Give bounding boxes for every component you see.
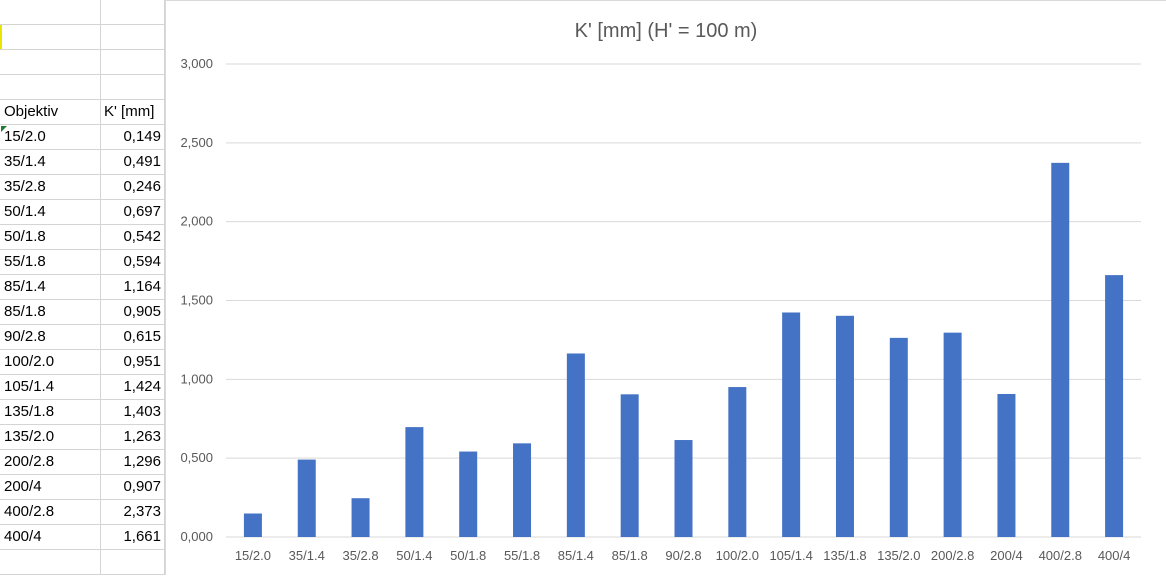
x-tick-label: 400/2.8 bbox=[1039, 548, 1082, 563]
bar[interactable] bbox=[674, 440, 693, 537]
cell-objektiv[interactable]: 50/1.8 bbox=[0, 225, 101, 250]
bar[interactable] bbox=[351, 498, 370, 537]
x-tick-label: 90/2.8 bbox=[665, 548, 701, 563]
cell-k-value[interactable]: 0,246 bbox=[101, 175, 165, 200]
bar[interactable] bbox=[405, 427, 424, 537]
y-tick-label: 0,500 bbox=[180, 450, 213, 465]
bar[interactable] bbox=[566, 353, 585, 537]
cell-k-value[interactable]: 0,907 bbox=[101, 475, 165, 500]
x-tick-label: 100/2.0 bbox=[716, 548, 759, 563]
cell-k-value[interactable]: 0,905 bbox=[101, 300, 165, 325]
cell-objektiv[interactable]: 135/1.8 bbox=[0, 400, 101, 425]
spreadsheet-grid: Objektiv K' [mm] 15/2.0 0,149 35/1.4 0,491 3… bbox=[0, 0, 165, 575]
cell-k-value[interactable]: 0,951 bbox=[101, 350, 165, 375]
cell-objektiv[interactable]: 100/2.0 bbox=[0, 350, 101, 375]
cell-objektiv[interactable]: 200/2.8 bbox=[0, 450, 101, 475]
y-tick-label: 1,500 bbox=[180, 293, 213, 308]
bar[interactable] bbox=[620, 394, 639, 537]
cell-k-value[interactable]: 1,424 bbox=[101, 375, 165, 400]
cell-objektiv[interactable]: 105/1.4 bbox=[0, 375, 101, 400]
x-tick-label: 105/1.4 bbox=[769, 548, 812, 563]
cell-k-value[interactable]: 1,263 bbox=[101, 425, 165, 450]
cell-k-value[interactable]: 1,403 bbox=[101, 400, 165, 425]
cell-b3[interactable] bbox=[101, 50, 165, 75]
bar[interactable] bbox=[297, 459, 316, 537]
cell-a4[interactable] bbox=[0, 75, 101, 100]
cell-a3[interactable] bbox=[0, 50, 101, 75]
x-tick-label: 85/1.8 bbox=[612, 548, 648, 563]
cell-k-value[interactable]: 0,149 bbox=[101, 125, 165, 150]
bar[interactable] bbox=[997, 393, 1016, 537]
cell-objektiv[interactable]: 50/1.4 bbox=[0, 200, 101, 225]
cell-objektiv[interactable]: 85/1.8 bbox=[0, 300, 101, 325]
bar[interactable] bbox=[782, 312, 801, 537]
cell-a2[interactable] bbox=[0, 25, 101, 50]
cell-k-value[interactable]: 1,661 bbox=[101, 525, 165, 550]
x-tick-label: 400/4 bbox=[1098, 548, 1131, 563]
chart-area[interactable]: K' [mm] (H' = 100 m) 0,000 0,500 1,000 1,50… bbox=[165, 0, 1166, 575]
cell-empty-b[interactable] bbox=[101, 550, 165, 575]
bar[interactable] bbox=[728, 387, 747, 537]
bar[interactable] bbox=[943, 332, 962, 537]
x-tick-label: 35/1.4 bbox=[289, 548, 325, 563]
y-axis-labels: 0,000 0,500 1,000 1,500 2,000 2,500 3,000 bbox=[180, 56, 213, 544]
cell-a1[interactable] bbox=[0, 0, 101, 25]
cell-objektiv[interactable]: 400/2.8 bbox=[0, 500, 101, 525]
cell-objektiv[interactable]: 35/1.4 bbox=[0, 150, 101, 175]
x-tick-label: 50/1.8 bbox=[450, 548, 486, 563]
cell-k-value[interactable]: 2,373 bbox=[101, 500, 165, 525]
bar[interactable] bbox=[513, 443, 532, 537]
cell-k-value[interactable]: 0,615 bbox=[101, 325, 165, 350]
cell-k-value[interactable]: 1,296 bbox=[101, 450, 165, 475]
cell-k-value[interactable]: 0,594 bbox=[101, 250, 165, 275]
cell-objektiv[interactable]: 200/4 bbox=[0, 475, 101, 500]
cell-objektiv[interactable]: 135/2.0 bbox=[0, 425, 101, 450]
x-tick-label: 50/1.4 bbox=[396, 548, 432, 563]
x-tick-label: 135/1.8 bbox=[823, 548, 866, 563]
bar[interactable] bbox=[243, 513, 262, 537]
header-objektiv[interactable]: Objektiv bbox=[0, 100, 101, 125]
bar-chart: K' [mm] (H' = 100 m) 0,000 0,500 1,000 1,50… bbox=[180, 20, 1141, 563]
bar[interactable] bbox=[1105, 275, 1124, 537]
cell-k-value[interactable]: 0,697 bbox=[101, 200, 165, 225]
cell-error-indicator bbox=[1, 126, 7, 132]
bar[interactable] bbox=[459, 451, 478, 537]
cell-b4[interactable] bbox=[101, 75, 165, 100]
y-tick-label: 1,000 bbox=[180, 371, 213, 386]
x-tick-label: 85/1.4 bbox=[558, 548, 594, 563]
cell-empty-a[interactable] bbox=[0, 550, 101, 575]
cell-k-value[interactable]: 1,164 bbox=[101, 275, 165, 300]
cell-objektiv[interactable]: 35/2.8 bbox=[0, 175, 101, 200]
cell-k-value[interactable]: 0,542 bbox=[101, 225, 165, 250]
cell-objektiv[interactable]: 90/2.8 bbox=[0, 325, 101, 350]
cell-objektiv[interactable]: 15/2.0 bbox=[0, 125, 101, 150]
cell-objektiv[interactable]: 400/4 bbox=[0, 525, 101, 550]
cell-objektiv[interactable]: 85/1.4 bbox=[0, 275, 101, 300]
x-tick-label: 35/2.8 bbox=[342, 548, 378, 563]
selection-indicator bbox=[0, 25, 2, 49]
x-tick-label: 135/2.0 bbox=[877, 548, 920, 563]
header-k-mm[interactable]: K' [mm] bbox=[101, 100, 165, 125]
cell-b1[interactable] bbox=[101, 0, 165, 25]
bar[interactable] bbox=[1051, 162, 1070, 537]
x-tick-label: 200/2.8 bbox=[931, 548, 974, 563]
bars bbox=[243, 162, 1124, 537]
x-axis-labels: 15/2.0 35/1.4 35/2.8 50/1.4 50/1.8 55/1.8 85/1… bbox=[235, 548, 1131, 563]
cell-k-value[interactable]: 0,491 bbox=[101, 150, 165, 175]
x-tick-label: 15/2.0 bbox=[235, 548, 271, 563]
bar[interactable] bbox=[835, 315, 854, 537]
bar[interactable] bbox=[889, 337, 908, 537]
y-tick-label: 3,000 bbox=[180, 56, 213, 71]
cell-b2[interactable] bbox=[101, 25, 165, 50]
y-tick-label: 0,000 bbox=[180, 529, 213, 544]
cell-objektiv[interactable]: 55/1.8 bbox=[0, 250, 101, 275]
y-tick-label: 2,500 bbox=[180, 135, 213, 150]
x-tick-label: 55/1.8 bbox=[504, 548, 540, 563]
y-tick-label: 2,000 bbox=[180, 214, 213, 229]
chart-title: K' [mm] (H' = 100 m) bbox=[575, 20, 758, 42]
x-tick-label: 200/4 bbox=[990, 548, 1023, 563]
